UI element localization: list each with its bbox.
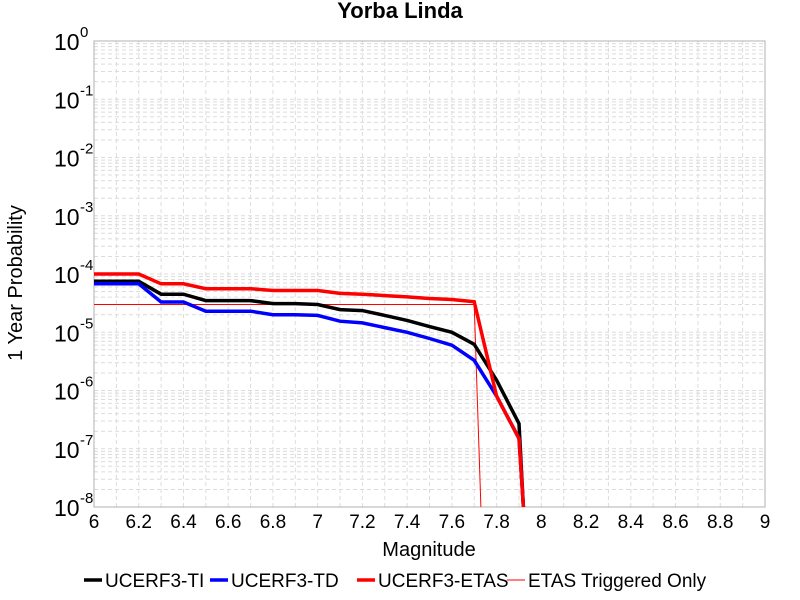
y-tick-label: 10 -3 xyxy=(54,199,93,230)
x-tick-label: 8.6 xyxy=(662,512,688,533)
legend-entry: ETAS Triggered Only xyxy=(507,571,707,592)
grid xyxy=(93,41,766,508)
y-tick-label: 10 0 xyxy=(54,24,88,55)
x-tick-label: 6.2 xyxy=(126,512,152,533)
legend: UCERF3-TI UCERF3-TD UCERF3-ETAS ETAS Trigge… xyxy=(84,571,707,592)
series-layer xyxy=(94,272,526,507)
legend-label: UCERF3-ETAS xyxy=(378,571,509,592)
series-line-ucerf3-ti xyxy=(94,279,526,507)
chart-title: Yorba Linda xyxy=(337,0,463,23)
y-tick-base: 10 xyxy=(54,437,80,463)
series-line-ucerf3-etas xyxy=(94,272,526,507)
y-tick-base: 10 xyxy=(54,146,80,172)
y-tick-exponent: -3 xyxy=(80,199,93,216)
y-tick-label: 10 -4 xyxy=(54,257,93,288)
legend-entry: UCERF3-TD xyxy=(210,571,339,592)
x-tick-label: 7 xyxy=(312,512,323,533)
legend-label: ETAS Triggered Only xyxy=(528,571,707,592)
x-tick-label: 8.2 xyxy=(573,512,599,533)
legend-label: UCERF3-TI xyxy=(105,571,204,592)
x-tick-label: 7.4 xyxy=(394,512,421,533)
y-tick-base: 10 xyxy=(54,379,80,405)
y-tick-base: 10 xyxy=(54,320,80,346)
x-tick-label: 8 xyxy=(536,512,547,533)
y-tick-exponent: -7 xyxy=(80,432,93,449)
x-tick-label: 6 xyxy=(89,512,100,533)
x-tick-label: 9 xyxy=(760,512,771,533)
legend-label: UCERF3-TD xyxy=(231,571,339,592)
y-tick-base: 10 xyxy=(54,262,80,288)
y-tick-label: 10 -2 xyxy=(54,141,93,172)
y-tick-exponent: 0 xyxy=(80,24,88,41)
x-tick-labels: 6 6.2 6.4 6.6 6.8 7 7.2 7.4 7.6 7.8 8 8.2 8.4 8.6 8.8 9 xyxy=(89,512,771,533)
y-tick-label: 10 -7 xyxy=(54,432,93,463)
y-tick-exponent: -6 xyxy=(80,374,93,391)
series-line-ucerf3-td xyxy=(94,282,526,507)
x-tick-label: 8.4 xyxy=(618,512,645,533)
y-axis-label: 1 Year Probability xyxy=(5,205,27,361)
y-tick-exponent: -1 xyxy=(80,82,93,99)
x-tick-label: 6.8 xyxy=(260,512,286,533)
y-tick-exponent: -5 xyxy=(80,315,93,332)
legend-entry: UCERF3-ETAS xyxy=(357,571,509,592)
x-tick-label: 7.2 xyxy=(349,512,375,533)
y-tick-base: 10 xyxy=(54,495,80,521)
y-tick-label: 10 -5 xyxy=(54,315,93,346)
y-tick-label: 10 -6 xyxy=(54,374,93,405)
y-tick-exponent: -8 xyxy=(80,490,93,507)
y-tick-base: 10 xyxy=(54,29,80,55)
x-tick-label: 7.6 xyxy=(439,512,465,533)
y-tick-label: 10 -1 xyxy=(54,82,93,113)
x-tick-label: 8.8 xyxy=(707,512,733,533)
x-tick-label: 7.8 xyxy=(483,512,509,533)
legend-entry: UCERF3-TI xyxy=(84,571,204,592)
x-tick-label: 6.4 xyxy=(170,512,197,533)
y-tick-base: 10 xyxy=(54,87,80,113)
x-axis-label: Magnitude xyxy=(382,539,475,561)
x-tick-label: 6.6 xyxy=(215,512,241,533)
y-tick-base: 10 xyxy=(54,204,80,230)
y-tick-exponent: -4 xyxy=(80,257,93,274)
y-tick-label: 10 -8 xyxy=(54,490,93,521)
y-tick-exponent: -2 xyxy=(80,141,93,158)
